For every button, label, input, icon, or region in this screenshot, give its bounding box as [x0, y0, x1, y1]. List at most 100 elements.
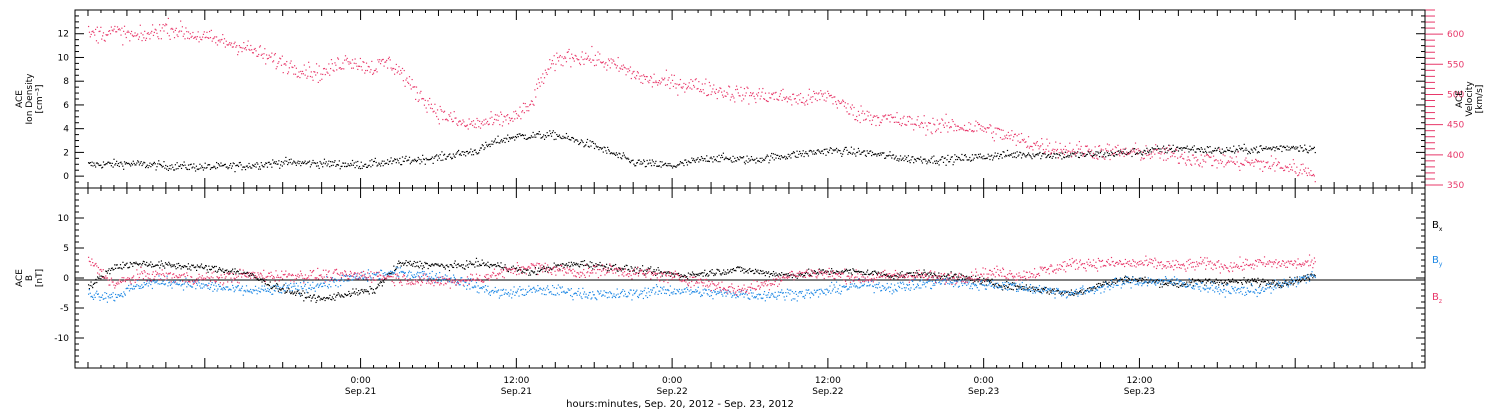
- data-point: [209, 164, 210, 165]
- data-point: [584, 260, 585, 261]
- data-point: [1090, 155, 1091, 156]
- data-point: [882, 119, 883, 120]
- data-point: [541, 269, 542, 270]
- data-point: [1135, 142, 1136, 143]
- data-point: [1081, 289, 1082, 290]
- data-point: [89, 32, 90, 33]
- data-point: [156, 281, 157, 282]
- data-point: [1049, 293, 1050, 294]
- data-point: [415, 160, 416, 161]
- data-point: [897, 158, 898, 159]
- data-point: [686, 162, 687, 163]
- data-point: [238, 271, 239, 272]
- data-point: [230, 44, 231, 45]
- data-point: [1104, 152, 1105, 153]
- data-point: [214, 266, 215, 267]
- data-point: [727, 94, 728, 95]
- data-point: [1267, 161, 1268, 162]
- data-point: [91, 162, 92, 163]
- data-point: [263, 53, 264, 54]
- data-point: [925, 160, 926, 161]
- data-point: [943, 162, 944, 163]
- data-point: [1203, 152, 1204, 153]
- data-point: [1003, 130, 1004, 131]
- data-point: [184, 33, 185, 34]
- data-point: [1108, 151, 1109, 152]
- data-point: [177, 36, 178, 37]
- data-point: [1068, 156, 1069, 157]
- data-point: [359, 166, 360, 167]
- data-point: [241, 47, 242, 48]
- data-point: [1216, 279, 1217, 280]
- data-point: [354, 63, 355, 64]
- data-point: [176, 28, 177, 29]
- data-point: [123, 169, 124, 170]
- data-point: [827, 91, 828, 92]
- data-point: [889, 151, 890, 152]
- data-point: [585, 53, 586, 54]
- data-point: [275, 163, 276, 164]
- data-point: [241, 164, 242, 165]
- data-point: [1248, 279, 1249, 280]
- data-point: [853, 270, 854, 271]
- data-point: [761, 96, 762, 97]
- data-point: [176, 168, 177, 169]
- data-point: [472, 125, 473, 126]
- data-point: [1303, 169, 1304, 170]
- data-point: [166, 24, 167, 25]
- data-point: [591, 262, 592, 263]
- data-point: [1149, 154, 1150, 155]
- data-point: [1122, 279, 1123, 280]
- data-point: [1210, 282, 1211, 283]
- data-point: [1246, 282, 1247, 283]
- data-point: [915, 159, 916, 160]
- data-point: [561, 56, 562, 57]
- data-point: [114, 300, 115, 301]
- data-point: [1041, 138, 1042, 139]
- data-point: [468, 128, 469, 129]
- data-point: [483, 149, 484, 150]
- data-point: [1145, 153, 1146, 154]
- tick-label: -5: [60, 304, 69, 314]
- data-point: [1126, 280, 1127, 281]
- data-point: [572, 264, 573, 265]
- data-point: [383, 165, 384, 166]
- data-point: [530, 137, 531, 138]
- data-point: [576, 263, 577, 264]
- data-point: [1032, 286, 1033, 287]
- data-point: [661, 82, 662, 83]
- data-point: [753, 92, 754, 93]
- data-point: [1024, 155, 1025, 156]
- data-point: [938, 161, 939, 162]
- data-point: [859, 150, 860, 151]
- data-point: [379, 282, 380, 283]
- data-point: [219, 164, 220, 165]
- data-point: [199, 164, 200, 165]
- data-point: [1087, 145, 1088, 146]
- data-point: [460, 153, 461, 154]
- data-point: [1163, 160, 1164, 161]
- data-point: [820, 153, 821, 154]
- data-point: [345, 294, 346, 295]
- data-point: [1204, 155, 1205, 156]
- data-point: [487, 262, 488, 263]
- data-point: [1262, 279, 1263, 280]
- data-point: [1038, 145, 1039, 146]
- data-point: [532, 137, 533, 138]
- data-point: [424, 262, 425, 263]
- data-point: [144, 261, 145, 262]
- data-point: [506, 115, 507, 116]
- data-point: [500, 112, 501, 113]
- data-point: [225, 46, 226, 47]
- data-point: [1103, 154, 1104, 155]
- data-point: [1097, 286, 1098, 287]
- data-point: [341, 166, 342, 167]
- data-point: [1223, 154, 1224, 155]
- data-point: [880, 274, 881, 275]
- data-point: [489, 267, 490, 268]
- data-point: [913, 272, 914, 273]
- data-point: [835, 149, 836, 150]
- data-point: [599, 53, 600, 54]
- data-point: [189, 266, 190, 267]
- data-point: [174, 37, 175, 38]
